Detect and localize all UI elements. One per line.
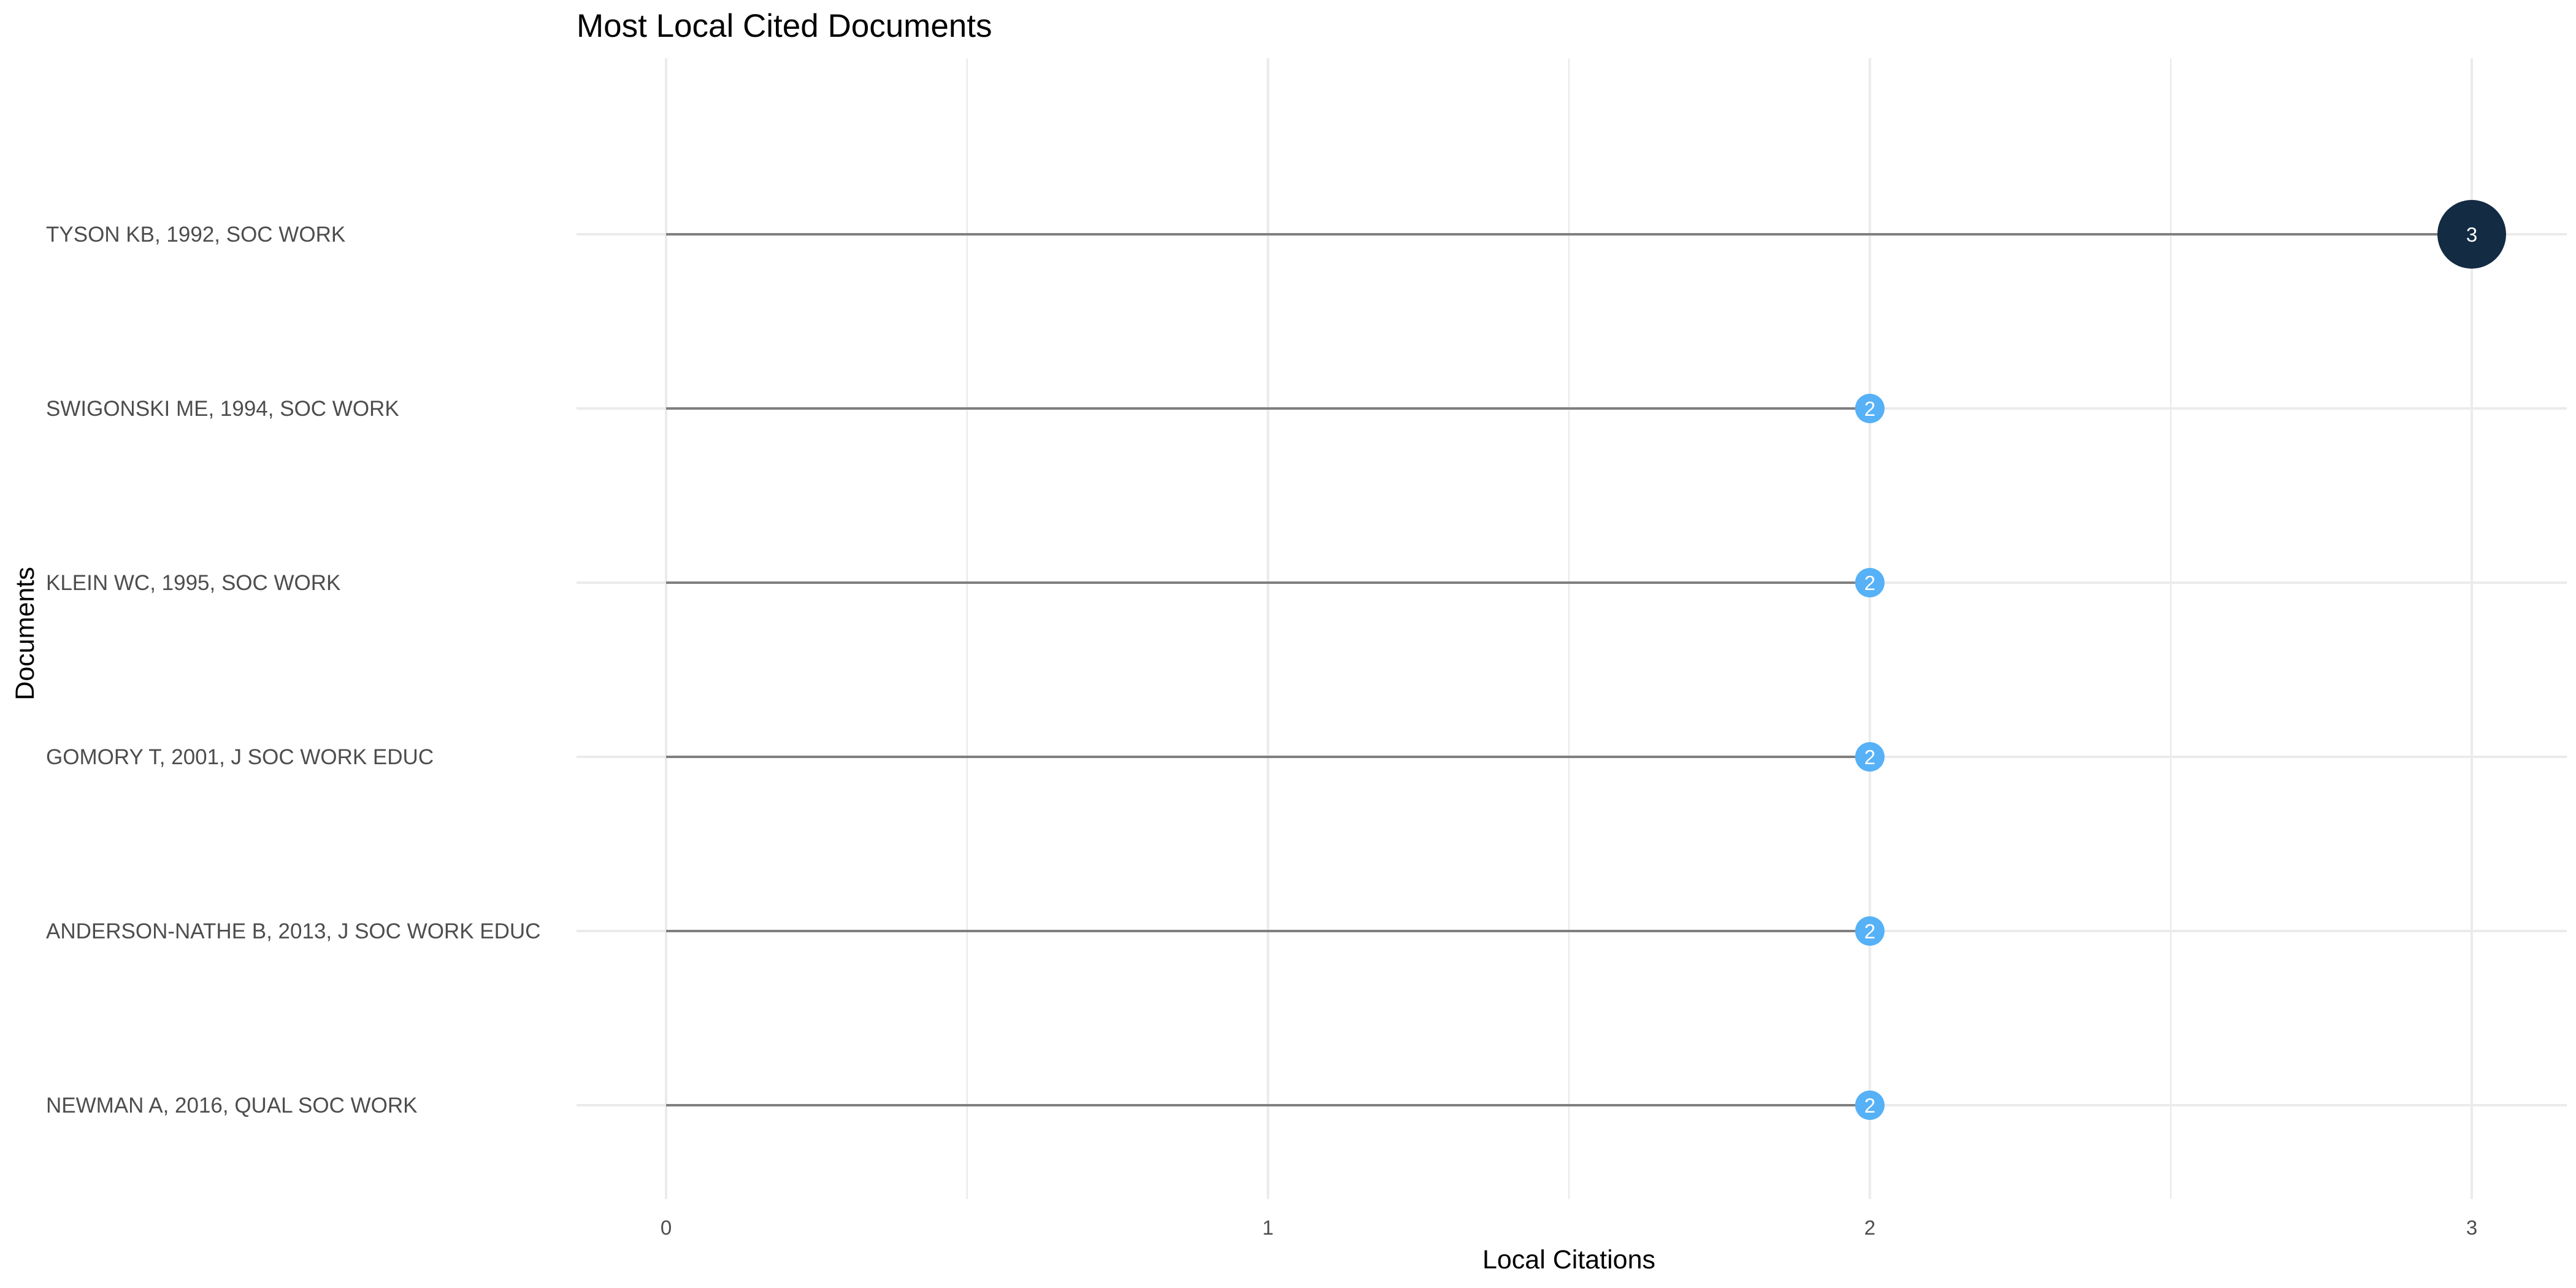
y-axis-title: Documents [10, 567, 40, 700]
y-tick-label: TYSON KB, 1992, SOC WORK [46, 223, 345, 247]
y-tick-label: KLEIN WC, 1995, SOC WORK [46, 571, 340, 595]
y-tick-label: ANDERSON-NATHE B, 2013, J SOC WORK EDUC [46, 919, 540, 943]
lollipop-point [1855, 916, 1885, 946]
lollipop-points: 3 2 2 2 2 2 [1855, 200, 2506, 1120]
y-axis-tick-labels: TYSON KB, 1992, SOC WORK SWIGONSKI ME, 19… [46, 223, 540, 1117]
chart-title: Most Local Cited Documents [577, 8, 992, 44]
lollipop-point [1855, 394, 1885, 423]
lollipop-segments [666, 233, 2472, 1106]
point-value-label: 2 [1864, 920, 1875, 943]
x-tick-label: 0 [661, 1216, 672, 1239]
lollipop-point [2437, 200, 2506, 269]
x-tick-label: 3 [2466, 1216, 2477, 1239]
lollipop-point [1855, 568, 1885, 597]
y-tick-label: SWIGONSKI ME, 1994, SOC WORK [46, 397, 399, 421]
y-tick-label: NEWMAN A, 2016, QUAL SOC WORK [46, 1094, 418, 1117]
lollipop-point [1855, 742, 1885, 772]
lollipop-point [1855, 1091, 1885, 1120]
point-value-label: 2 [1864, 397, 1875, 420]
x-tick-label: 2 [1864, 1216, 1875, 1239]
y-tick-label: GOMORY T, 2001, J SOC WORK EDUC [46, 745, 434, 769]
point-value-label: 2 [1864, 1094, 1875, 1117]
point-value-label: 3 [2466, 223, 2477, 246]
grid [577, 58, 2567, 1199]
x-tick-label: 1 [1262, 1216, 1273, 1239]
point-value-label: 2 [1864, 572, 1875, 594]
x-axis-title: Local Citations [1482, 1245, 1655, 1275]
x-axis-tick-labels: 0 1 2 3 [661, 1216, 2477, 1239]
point-value-label: 2 [1864, 746, 1875, 769]
